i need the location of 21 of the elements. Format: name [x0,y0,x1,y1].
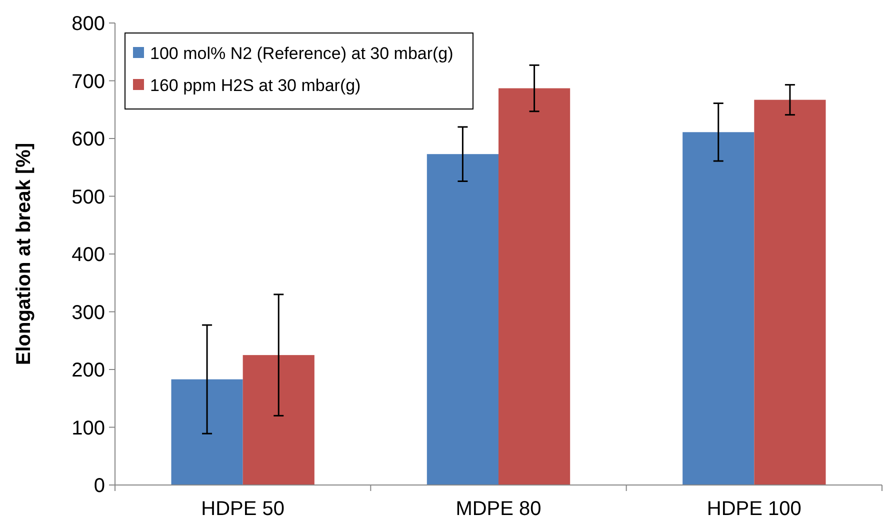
y-tick-label: 100 [72,417,105,440]
x-tick-label: HDPE 100 [706,498,802,520]
y-tick-label: 0 [94,475,105,497]
x-tick-label: MDPE 80 [456,498,542,520]
bar [498,88,570,485]
bar [171,379,243,485]
x-tick-label: HDPE 50 [201,498,285,520]
y-tick-label: 600 [72,128,105,150]
y-tick-label: 800 [72,13,105,35]
y-axis-title: Elongation at break [%] [13,142,35,366]
y-tick-label: 300 [72,302,105,324]
legend-label: 160 ppm H2S at 30 mbar(g) [150,76,361,95]
bar [754,100,826,485]
bar [426,154,498,485]
y-tick-label: 700 [72,70,105,93]
bar [682,132,754,485]
y-tick-label: 500 [72,186,105,208]
bar [242,355,314,485]
legend-label: 100 mol% N2 (Reference) at 30 mbar(g) [150,44,454,63]
y-tick-label: 200 [72,360,105,382]
y-tick-label: 400 [72,244,105,266]
